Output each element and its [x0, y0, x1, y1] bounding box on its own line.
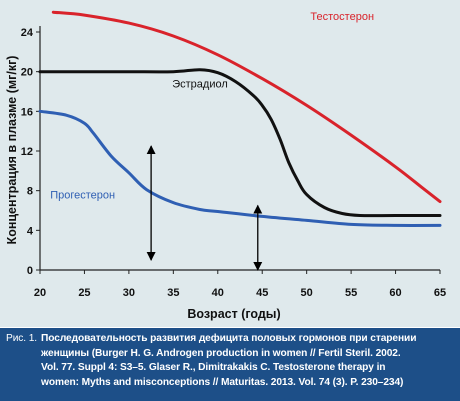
y-tick-label: 20 — [21, 67, 33, 79]
figure-caption: Рис. 1. Последовательность развития дефи… — [0, 328, 460, 401]
chart-area: 0 4 8 12 16 20 24 20 25 30 35 40 45 50 55 60 65 Тестосте… — [0, 0, 460, 327]
y-tick-label: 12 — [21, 146, 33, 158]
series-line-2 — [38, 109, 442, 227]
annotation-arrows — [146, 145, 263, 271]
series-line-0 — [51, 10, 442, 204]
y-tick-label: 16 — [21, 106, 33, 118]
x-tick-label: 45 — [256, 287, 268, 299]
tick-labels: 0 4 8 12 16 20 24 20 25 30 35 40 45 50 55 60 65 — [21, 27, 446, 299]
series-line-1 — [38, 68, 442, 218]
hormone-chart: 0 4 8 12 16 20 24 20 25 30 35 40 45 50 55 60 65 Тестосте… — [5, 10, 446, 321]
x-tick-label: 30 — [123, 287, 135, 299]
x-tick-label: 55 — [345, 287, 357, 299]
y-axis-title: Концентрация в плазме (мг/кг) — [5, 56, 19, 245]
caption-line: Последовательность развития дефицита пол… — [41, 333, 417, 344]
y-tick-label: 4 — [27, 225, 34, 237]
series-label-1: Эстрадиол — [172, 79, 228, 91]
caption-line: женщины (Burger H. G. Androgen productio… — [41, 347, 401, 359]
x-tick-label: 50 — [301, 287, 313, 299]
axes — [36, 26, 441, 274]
x-axis-title: Возраст (годы) — [187, 307, 280, 321]
y-tick-label: 8 — [27, 186, 33, 198]
series-label-0: Тестостерон — [310, 11, 374, 23]
caption-line: women: Myths and misconceptions // Matur… — [41, 376, 404, 388]
caption-line: Vol. 77. Suppl 4: S3–5. Glaser R., Dimit… — [41, 362, 386, 374]
y-tick-label: 0 — [27, 265, 33, 277]
series-label-2: Прогестерон — [50, 190, 115, 202]
series-labels: Тестостерон Эстрадиол Прогестерон — [50, 11, 374, 202]
x-tick-label: 25 — [78, 287, 90, 299]
x-tick-label: 35 — [167, 287, 179, 299]
x-tick-label: 60 — [389, 287, 401, 299]
series-lines — [38, 10, 442, 227]
caption-text: Последовательность развития дефицита пол… — [41, 332, 454, 390]
x-tick-label: 65 — [434, 287, 446, 299]
x-tick-label: 40 — [212, 287, 224, 299]
caption-label: Рис. 1. — [6, 333, 38, 344]
y-tick-label: 24 — [21, 27, 34, 39]
x-tick-label: 20 — [34, 287, 46, 299]
